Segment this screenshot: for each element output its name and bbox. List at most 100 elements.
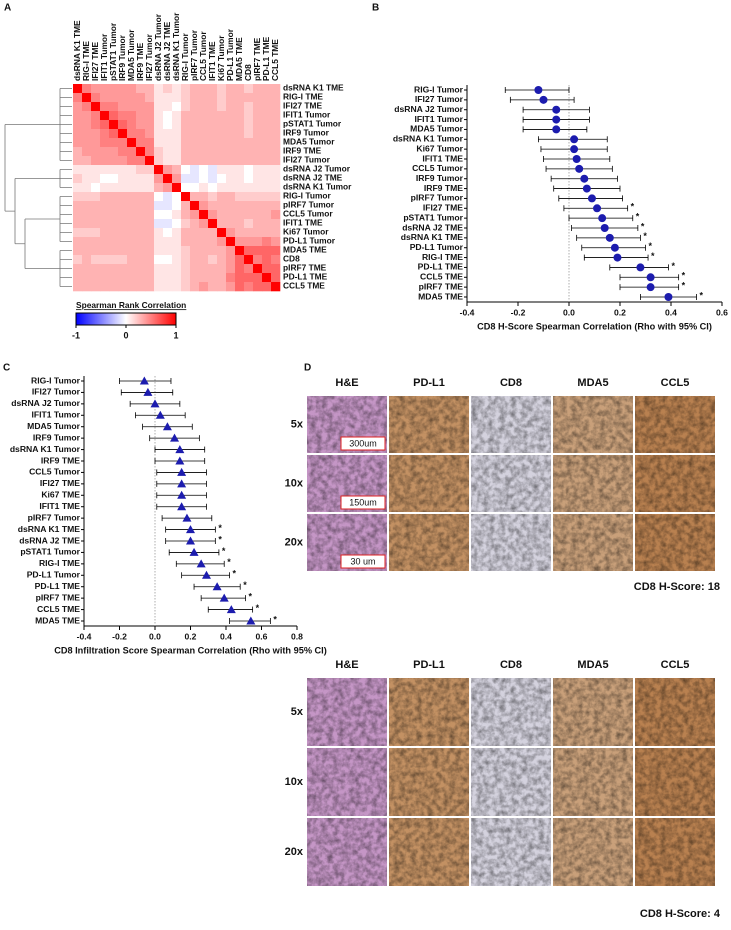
heatmap-cell: [127, 264, 137, 274]
heatmap-cell: [271, 111, 281, 121]
heatmap-cell: [262, 192, 272, 202]
heatmap-cell: [109, 111, 119, 121]
column-label: Ki67 Tumor: [216, 35, 226, 81]
heatmap-cell: [172, 210, 182, 220]
heatmap-cell: [199, 147, 209, 157]
point: [572, 155, 581, 163]
heatmap-cell: [91, 210, 101, 220]
heatmap-cell: [208, 93, 218, 103]
heatmap-cell: [154, 174, 164, 184]
heatmap-cell: [190, 156, 200, 166]
row-label: dsRNA J2 Tumor: [283, 164, 351, 174]
y-tick-label: Ki67 Tumor: [416, 143, 463, 153]
point: [170, 433, 180, 442]
y-tick-label: IFI27 Tumor: [415, 94, 464, 104]
significance-star: *: [256, 603, 260, 613]
heatmap-cell: [208, 156, 218, 166]
heatmap-cell: [199, 264, 209, 274]
heatmap-cell: [208, 255, 218, 265]
heatmap-cell: [253, 237, 263, 247]
heatmap-cell: [217, 183, 227, 193]
colorbar: [75, 312, 177, 326]
heatmap-cell: [163, 129, 173, 139]
heatmap-cell: [262, 129, 272, 139]
heatmap-cell: [253, 246, 263, 256]
heatmap-cell: [190, 111, 200, 121]
heatmap-cell: [145, 111, 155, 121]
heatmap-cell: [181, 93, 191, 103]
heatmap-cell: [100, 147, 110, 157]
heatmap-cell: [244, 228, 254, 238]
heatmap-cell: [271, 120, 281, 130]
heatmap-cell: [190, 138, 200, 148]
heatmap-cell: [271, 174, 281, 184]
row-label: IFIT1 Tumor: [283, 110, 331, 120]
heatmap-cell: [127, 156, 137, 166]
heatmap-cell: [181, 219, 191, 229]
heatmap-cell: [208, 282, 218, 292]
heatmap-cell: [226, 147, 236, 157]
heatmap-cell: [172, 102, 182, 112]
heatmap-cell: [208, 264, 218, 274]
y-tick-label: CCL5 Tumor: [29, 467, 81, 477]
colorbar-title: Spearman Rank Correlation: [76, 300, 186, 310]
heatmap-cell: [190, 93, 200, 103]
column-header: H&E: [335, 659, 358, 671]
heatmap-cell: [253, 138, 263, 148]
heatmap-cell: [217, 255, 227, 265]
row-label: PD-L1 TME: [283, 272, 328, 282]
heatmap-cell: [253, 228, 263, 238]
heatmap-cell: [91, 120, 101, 130]
micrograph-texture: [635, 514, 715, 571]
heatmap-cell: [181, 183, 191, 193]
significance-star: *: [649, 241, 653, 251]
heatmap-cell: [199, 174, 209, 184]
heatmap-cell: [181, 120, 191, 130]
heatmap-cell: [181, 174, 191, 184]
heatmap-cell: [226, 165, 236, 175]
heatmap-cell: [154, 165, 164, 175]
heatmap-cell: [145, 237, 155, 247]
significance-star: *: [636, 212, 640, 222]
y-tick-label: IRF9 Tumor: [416, 173, 464, 183]
heatmap-cell: [172, 228, 182, 238]
heatmap-cell: [82, 129, 92, 139]
y-tick-label: IFIT1 Tumor: [414, 114, 463, 124]
heatmap-cell: [181, 156, 191, 166]
heatmap-cell: [109, 228, 119, 238]
column-label: PD-L1 TME: [261, 36, 271, 81]
x-tick-label: 0.0: [563, 307, 575, 317]
magnification-label: 5x: [291, 418, 304, 430]
x-tick-label: 0.6: [256, 631, 268, 641]
column-label: MDA5 Tumor: [126, 29, 136, 81]
heatmap-cell: [244, 246, 254, 256]
point: [177, 490, 187, 499]
micrograph-texture: [307, 678, 387, 746]
micrograph-texture: [553, 748, 633, 816]
heatmap-cell: [217, 147, 227, 157]
heatmap-cell: [82, 237, 92, 247]
heatmap-cell: [253, 84, 263, 94]
heatmap-cell: [109, 102, 119, 112]
significance-star: *: [671, 261, 675, 271]
x-tick-label: -0.4: [77, 631, 92, 641]
heatmap-cell: [91, 111, 101, 121]
heatmap-cell: [73, 156, 83, 166]
heatmap-cell: [271, 246, 281, 256]
point: [598, 214, 607, 223]
heatmap-cell: [208, 237, 218, 247]
heatmap-cell: [163, 102, 173, 112]
heatmap-cell: [208, 228, 218, 238]
column-header: CCL5: [661, 377, 690, 389]
heatmap-cell: [82, 192, 92, 202]
heatmap-cell: [145, 210, 155, 220]
heatmap-cell: [208, 246, 218, 256]
heatmap-cell: [208, 84, 218, 94]
heatmap-cell: [172, 84, 182, 94]
heatmap-cell: [136, 264, 146, 274]
heatmap-cell: [181, 210, 191, 220]
heatmap-cell: [100, 174, 110, 184]
heatmap-cell: [235, 183, 245, 193]
heatmap-cell: [244, 201, 254, 211]
heatmap-cell: [127, 219, 137, 229]
